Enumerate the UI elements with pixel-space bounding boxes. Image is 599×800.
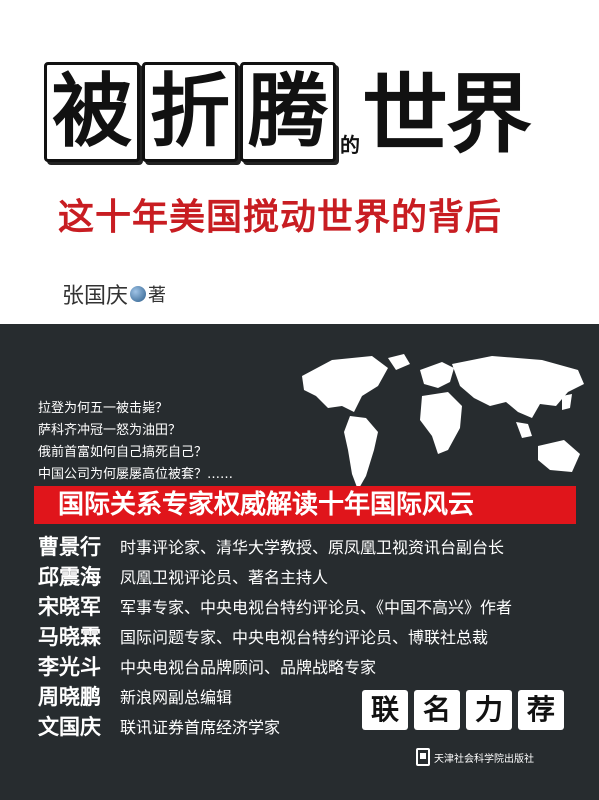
- title-char-2: 折: [142, 62, 238, 162]
- endorser-row: 文国庆 联讯证券首席经济学家: [38, 711, 512, 741]
- publisher-logo-icon: [416, 748, 430, 766]
- endorser-desc: 国际问题专家、中央电视台特约评论员、博联社总裁: [120, 628, 489, 647]
- endorser-desc: 中央电视台品牌顾问、品牌战略专家: [120, 658, 377, 677]
- book-title: 被 折 腾 的 世界: [44, 52, 532, 165]
- author-name: 张国庆: [62, 284, 129, 309]
- stamp-char: 荐: [518, 690, 564, 730]
- endorser-list: 曹景行 时事评论家、清华大学教授、原凤凰卫视资讯台副台长 邱震海 凤凰卫视评论员…: [38, 531, 512, 741]
- question-item: 俄前首富如何自己搞死自己？: [38, 445, 208, 460]
- endorser-row: 曹景行 时事评论家、清华大学教授、原凤凰卫视资讯台副台长: [38, 531, 512, 561]
- endorser-row: 马晓霖 国际问题专家、中央电视台特约评论员、博联社总裁: [38, 621, 512, 651]
- cover-bottom: 拉登为何五一被击毙？ 萨科齐冲冠一怒为油田？ 俄前首富如何自己搞死自己？ 中国公…: [0, 324, 599, 800]
- title-de: 的: [340, 133, 360, 157]
- author-suffix: 著: [148, 285, 167, 306]
- author-line: 张国庆 著: [62, 278, 166, 310]
- endorser-name: 曹景行: [38, 535, 101, 559]
- stamp-char: 力: [466, 690, 512, 730]
- endorser-name: 文国庆: [38, 715, 101, 739]
- endorser-desc: 军事专家、中央电视台特约评论员、《中国不高兴》作者: [120, 598, 513, 617]
- endorser-row: 周晓鹏 新浪网副总编辑: [38, 681, 512, 711]
- endorser-name: 宋晓军: [38, 595, 101, 619]
- endorser-name: 周晓鹏: [38, 685, 101, 709]
- stamp-char: 联: [362, 690, 408, 730]
- stamp-char: 名: [414, 690, 460, 730]
- endorser-name: 李光斗: [38, 655, 101, 679]
- endorser-desc: 凤凰卫视评论员、著名主持人: [120, 568, 329, 587]
- endorser-desc: 联讯证券首席经济学家: [120, 718, 281, 737]
- endorser-row: 宋晓军 军事专家、中央电视台特约评论员、《中国不高兴》作者: [38, 591, 512, 621]
- endorser-desc: 时事评论家、清华大学教授、原凤凰卫视资讯台副台长: [120, 538, 505, 557]
- red-banner: 国际关系专家权威解读十年国际风云: [34, 486, 576, 524]
- question-item: 萨科齐冲冠一怒为油田？: [38, 423, 182, 438]
- publisher-name: 天津社会科学院出版社: [434, 753, 534, 765]
- cover-top: 被 折 腾 的 世界 这十年美国搅动世界的背后 张国庆 著: [0, 0, 599, 324]
- question-list: 拉登为何五一被击毙？ 萨科齐冲冠一怒为油田？ 俄前首富如何自己搞死自己？ 中国公…: [38, 398, 233, 486]
- endorser-desc: 新浪网副总编辑: [120, 688, 233, 707]
- world-map: [302, 354, 584, 490]
- question-item: 拉登为何五一被击毙？: [38, 401, 169, 416]
- endorser-name: 马晓霖: [38, 625, 101, 649]
- question-item: 中国公司为何屡屡高位被套？……: [38, 467, 234, 482]
- title-char-3: 腾: [240, 62, 336, 162]
- joint-recommendation-stamp: 联 名 力 荐: [362, 690, 564, 730]
- publisher: 天津社会科学院出版社: [416, 748, 534, 766]
- title-end: 世界: [362, 65, 532, 165]
- endorser-row: 李光斗 中央电视台品牌顾问、品牌战略专家: [38, 651, 512, 681]
- globe-icon: [130, 286, 147, 302]
- endorser-row: 邱震海 凤凰卫视评论员、著名主持人: [38, 561, 512, 591]
- subtitle: 这十年美国搅动世界的背后: [58, 197, 503, 238]
- title-char-1: 被: [44, 62, 140, 162]
- endorser-name: 邱震海: [38, 565, 101, 589]
